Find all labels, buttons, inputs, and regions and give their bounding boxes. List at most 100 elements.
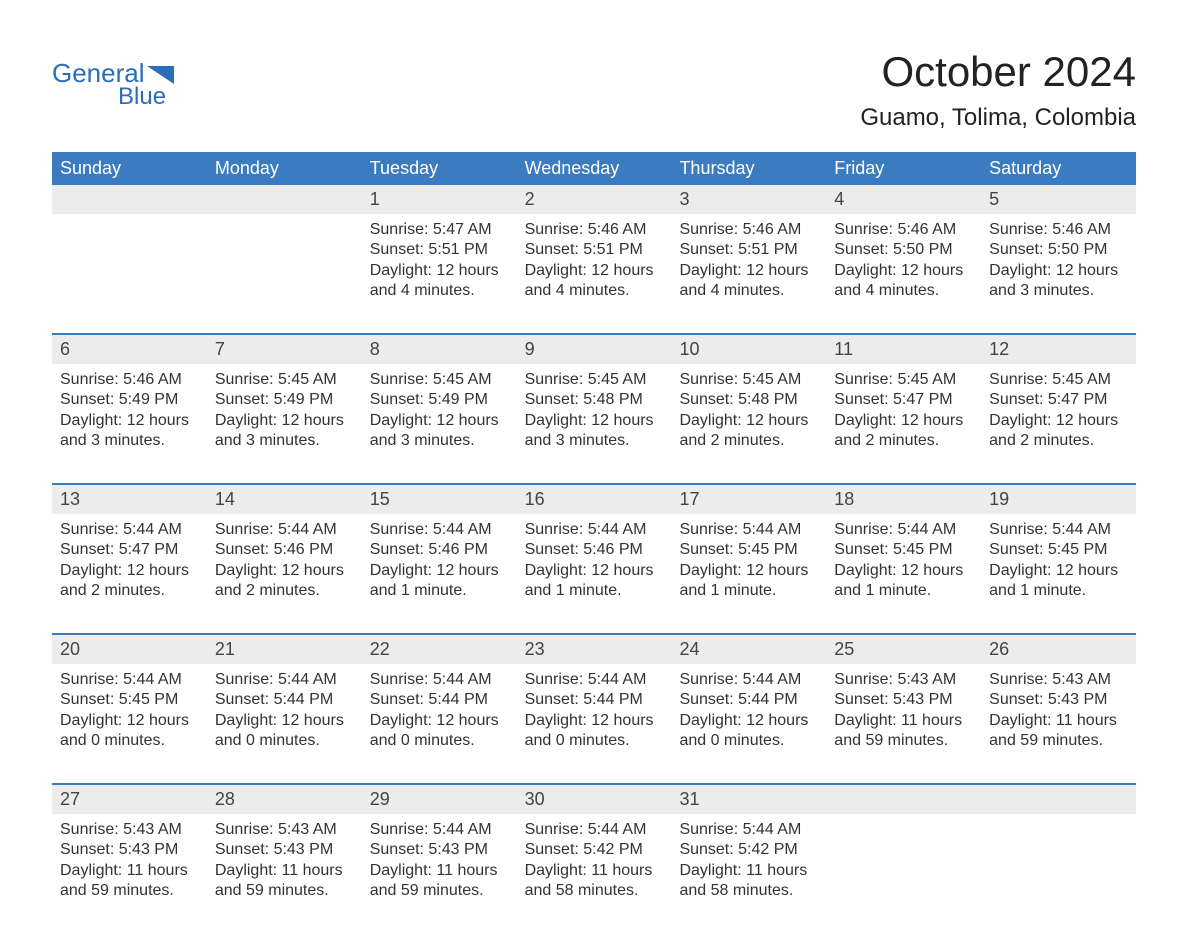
sunset-label: Sunset: 5:44 PM — [215, 690, 354, 710]
calendar-day: 30 Sunrise: 5:44 AMSunset: 5:42 PMDayligh… — [517, 785, 672, 933]
calendar-day: 22Sunrise: 5:44 AMSunset: 5:44 PMDayligh… — [362, 635, 517, 783]
day-details — [52, 214, 207, 220]
daylight-label: Daylight: 12 hours and 4 minutes. — [834, 261, 973, 302]
day-details: Sunrise: 5:44 AMSunset: 5:46 PMDaylight:… — [207, 514, 362, 602]
day-number: 3 — [671, 185, 826, 214]
sunrise-label: Sunrise: 5:44 AM — [525, 670, 664, 690]
day-number: 11 — [826, 335, 981, 364]
dow-monday: Monday — [207, 152, 362, 185]
sunset-label: Sunset: 5:43 PM — [834, 690, 973, 710]
day-details: Sunrise: 5:44 AMSunset: 5:44 PMDaylight:… — [671, 664, 826, 752]
daylight-label: Daylight: 12 hours and 2 minutes. — [215, 561, 354, 602]
sunrise-label: Sunrise: 5:43 AM — [215, 820, 354, 840]
day-number: 18 — [826, 485, 981, 514]
day-number: 17 — [671, 485, 826, 514]
sunrise-label: Sunrise: 5:44 AM — [370, 520, 509, 540]
sunrise-label: Sunrise: 5:44 AM — [370, 670, 509, 690]
day-details: Sunrise: 5:46 AMSunset: 5:51 PMDaylight:… — [517, 214, 672, 302]
day-number: 7 — [207, 335, 362, 364]
calendar-day: 15 Sunrise: 5:44 AMSunset: 5:46 PMDayligh… — [362, 485, 517, 633]
day-details: Sunrise: 5:46 AMSunset: 5:50 PMDaylight:… — [981, 214, 1136, 302]
daylight-label: Daylight: 11 hours and 58 minutes. — [679, 861, 818, 902]
calendar-day: 24Sunrise: 5:44 AMSunset: 5:44 PMDayligh… — [671, 635, 826, 783]
day-number: 31 — [671, 785, 826, 814]
sunset-label: Sunset: 5:47 PM — [834, 390, 973, 410]
dow-tuesday: Tuesday — [362, 152, 517, 185]
dow-sunday: Sunday — [52, 152, 207, 185]
dow-friday: Friday — [826, 152, 981, 185]
calendar-day — [207, 185, 362, 333]
day-details: Sunrise: 5:43 AMSunset: 5:43 PMDaylight:… — [981, 664, 1136, 752]
daylight-label: Daylight: 12 hours and 4 minutes. — [370, 261, 509, 302]
daylight-label: Daylight: 11 hours and 58 minutes. — [525, 861, 664, 902]
sunrise-label: Sunrise: 5:44 AM — [525, 820, 664, 840]
calendar-day: 10Sunrise: 5:45 AMSunset: 5:48 PMDayligh… — [671, 335, 826, 483]
day-of-week-header: Sunday Monday Tuesday Wednesday Thursday… — [52, 152, 1136, 185]
daylight-label: Daylight: 12 hours and 2 minutes. — [989, 411, 1128, 452]
day-number: 16 — [517, 485, 672, 514]
day-details: Sunrise: 5:44 AMSunset: 5:43 PMDaylight:… — [362, 814, 517, 902]
sunset-label: Sunset: 5:45 PM — [989, 540, 1128, 560]
month-title: October 2024 — [860, 48, 1136, 96]
calendar-day — [826, 785, 981, 933]
calendar-day: 16Sunrise: 5:44 AMSunset: 5:46 PMDayligh… — [517, 485, 672, 633]
day-details: Sunrise: 5:43 AMSunset: 5:43 PMDaylight:… — [826, 664, 981, 752]
calendar-week: 20Sunrise: 5:44 AMSunset: 5:45 PMDayligh… — [52, 633, 1136, 783]
sunset-label: Sunset: 5:49 PM — [215, 390, 354, 410]
dow-thursday: Thursday — [671, 152, 826, 185]
day-number: 26 — [981, 635, 1136, 664]
calendar-day: 25Sunrise: 5:43 AMSunset: 5:43 PMDayligh… — [826, 635, 981, 783]
sunrise-label: Sunrise: 5:46 AM — [834, 220, 973, 240]
sunset-label: Sunset: 5:48 PM — [679, 390, 818, 410]
day-details: Sunrise: 5:45 AMSunset: 5:47 PMDaylight:… — [981, 364, 1136, 452]
day-number: 30 — [517, 785, 672, 814]
sunrise-label: Sunrise: 5:43 AM — [60, 820, 199, 840]
day-number: 9 — [517, 335, 672, 364]
daylight-label: Daylight: 12 hours and 0 minutes. — [679, 711, 818, 752]
day-number: 21 — [207, 635, 362, 664]
day-details: Sunrise: 5:44 AMSunset: 5:45 PMDaylight:… — [671, 514, 826, 602]
calendar-day: 6Sunrise: 5:46 AMSunset: 5:49 PMDaylight… — [52, 335, 207, 483]
sunset-label: Sunset: 5:46 PM — [215, 540, 354, 560]
calendar-day: 26Sunrise: 5:43 AMSunset: 5:43 PMDayligh… — [981, 635, 1136, 783]
logo-icon: General Blue — [52, 60, 202, 110]
daylight-label: Daylight: 12 hours and 3 minutes. — [525, 411, 664, 452]
day-number: 29 — [362, 785, 517, 814]
day-number: 22 — [362, 635, 517, 664]
daylight-label: Daylight: 11 hours and 59 minutes. — [60, 861, 199, 902]
sunrise-label: Sunrise: 5:44 AM — [60, 520, 199, 540]
day-number: 1 — [362, 185, 517, 214]
sunset-label: Sunset: 5:42 PM — [679, 840, 818, 860]
sunrise-label: Sunrise: 5:44 AM — [215, 520, 354, 540]
day-details: Sunrise: 5:44 AMSunset: 5:45 PMDaylight:… — [52, 664, 207, 752]
calendar-day: 5Sunrise: 5:46 AMSunset: 5:50 PMDaylight… — [981, 185, 1136, 333]
weeks-container: 1Sunrise: 5:47 AMSunset: 5:51 PMDaylight… — [52, 185, 1136, 933]
sunset-label: Sunset: 5:42 PM — [525, 840, 664, 860]
daylight-label: Daylight: 12 hours and 0 minutes. — [525, 711, 664, 752]
sunset-label: Sunset: 5:46 PM — [525, 540, 664, 560]
sunset-label: Sunset: 5:51 PM — [370, 240, 509, 260]
sunset-label: Sunset: 5:51 PM — [525, 240, 664, 260]
day-number: 15 — [362, 485, 517, 514]
day-details: Sunrise: 5:45 AMSunset: 5:48 PMDaylight:… — [671, 364, 826, 452]
sunset-label: Sunset: 5:46 PM — [370, 540, 509, 560]
day-details — [981, 814, 1136, 820]
day-details: Sunrise: 5:45 AMSunset: 5:47 PMDaylight:… — [826, 364, 981, 452]
calendar-day — [981, 785, 1136, 933]
sunrise-label: Sunrise: 5:44 AM — [60, 670, 199, 690]
sunset-label: Sunset: 5:44 PM — [679, 690, 818, 710]
day-number — [207, 185, 362, 214]
day-number — [826, 785, 981, 814]
calendar-day — [52, 185, 207, 333]
sunrise-label: Sunrise: 5:46 AM — [679, 220, 818, 240]
dow-wednesday: Wednesday — [517, 152, 672, 185]
day-details: Sunrise: 5:45 AMSunset: 5:48 PMDaylight:… — [517, 364, 672, 452]
day-number: 13 — [52, 485, 207, 514]
logo-word2: Blue — [118, 83, 166, 110]
day-number — [981, 785, 1136, 814]
daylight-label: Daylight: 12 hours and 1 minute. — [525, 561, 664, 602]
sunrise-label: Sunrise: 5:45 AM — [525, 370, 664, 390]
daylight-label: Daylight: 12 hours and 1 minute. — [370, 561, 509, 602]
daylight-label: Daylight: 12 hours and 3 minutes. — [60, 411, 199, 452]
daylight-label: Daylight: 12 hours and 4 minutes. — [679, 261, 818, 302]
